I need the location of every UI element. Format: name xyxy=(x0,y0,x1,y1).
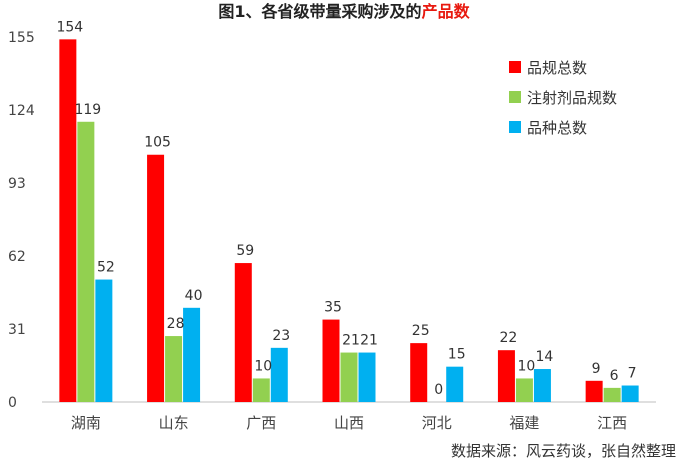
legend-label: 品规总数 xyxy=(527,59,587,77)
bar[interactable] xyxy=(446,366,464,402)
chart-title: 图1、各省级带量采购涉及的产品数 xyxy=(0,0,688,24)
data-label: 14 xyxy=(536,349,554,365)
data-label: 0 xyxy=(434,382,443,398)
chart-title-highlight: 产品数 xyxy=(421,2,470,21)
data-label: 105 xyxy=(144,135,171,151)
y-tick-label: 124 xyxy=(8,103,35,119)
data-label: 9 xyxy=(592,361,601,377)
bar[interactable] xyxy=(59,39,77,403)
legend-swatch xyxy=(509,91,521,103)
bar[interactable] xyxy=(515,378,533,402)
data-label: 59 xyxy=(236,243,254,259)
bar[interactable] xyxy=(270,347,288,402)
legend-label: 注射剂品规数 xyxy=(527,89,617,107)
bar[interactable] xyxy=(77,121,95,402)
data-label: 25 xyxy=(412,323,430,339)
data-label: 21 xyxy=(360,333,378,349)
bar[interactable] xyxy=(234,263,252,402)
data-label: 52 xyxy=(97,260,115,276)
data-label: 154 xyxy=(56,19,83,35)
x-tick-label: 湖南 xyxy=(71,414,101,432)
data-label: 6 xyxy=(610,368,619,384)
bar[interactable] xyxy=(95,279,113,402)
data-label: 15 xyxy=(448,347,466,363)
bar[interactable] xyxy=(340,352,358,402)
bar[interactable] xyxy=(533,369,551,402)
legend-swatch xyxy=(509,61,521,73)
bar[interactable] xyxy=(497,350,515,402)
y-tick-label: 31 xyxy=(8,322,26,338)
data-label: 35 xyxy=(324,300,342,316)
x-tick-label: 山东 xyxy=(159,414,189,432)
bar[interactable] xyxy=(603,387,621,402)
bars xyxy=(59,39,639,403)
data-label: 22 xyxy=(500,330,518,346)
data-label: 21 xyxy=(342,333,360,349)
data-label: 119 xyxy=(74,102,101,118)
bar[interactable] xyxy=(165,336,183,402)
x-tick-label: 江西 xyxy=(597,414,627,432)
data-label: 10 xyxy=(518,358,536,374)
y-tick-label: 0 xyxy=(8,395,17,411)
bar[interactable] xyxy=(621,385,639,402)
bar[interactable] xyxy=(147,154,165,402)
data-label: 23 xyxy=(272,328,290,344)
legend-swatch xyxy=(509,121,521,133)
bar[interactable] xyxy=(252,378,270,402)
bar[interactable] xyxy=(322,319,340,402)
x-tick-label: 广西 xyxy=(246,414,276,432)
bar[interactable] xyxy=(410,343,428,402)
bar[interactable] xyxy=(585,380,603,402)
bar[interactable] xyxy=(183,307,201,402)
source-note: 数据来源：风云药谈，张自然整理 xyxy=(450,442,676,460)
y-tick-label: 155 xyxy=(8,30,35,46)
data-label: 7 xyxy=(628,366,637,382)
x-axis: 湖南 山东 广西 山西 河北 福建 江西 xyxy=(42,401,656,432)
x-tick-label: 河北 xyxy=(422,414,452,432)
x-tick-label: 山西 xyxy=(334,414,364,432)
value-labels: 154 105 59 35 25 22 9 119 28 10 21 0 10 6 52 40 23 21 15 14… xyxy=(56,19,636,398)
data-label: 28 xyxy=(167,316,185,332)
chart-title-prefix: 图1、各省级带量采购涉及的 xyxy=(218,2,422,21)
y-tick-label: 62 xyxy=(8,249,26,265)
data-label: 10 xyxy=(254,358,272,374)
y-axis: 0 31 62 93 124 155 xyxy=(8,30,35,411)
x-tick-label: 福建 xyxy=(509,414,539,432)
data-label: 40 xyxy=(185,288,203,304)
legend-label: 品种总数 xyxy=(527,119,587,137)
bar[interactable] xyxy=(358,352,376,402)
y-tick-label: 93 xyxy=(8,176,26,192)
